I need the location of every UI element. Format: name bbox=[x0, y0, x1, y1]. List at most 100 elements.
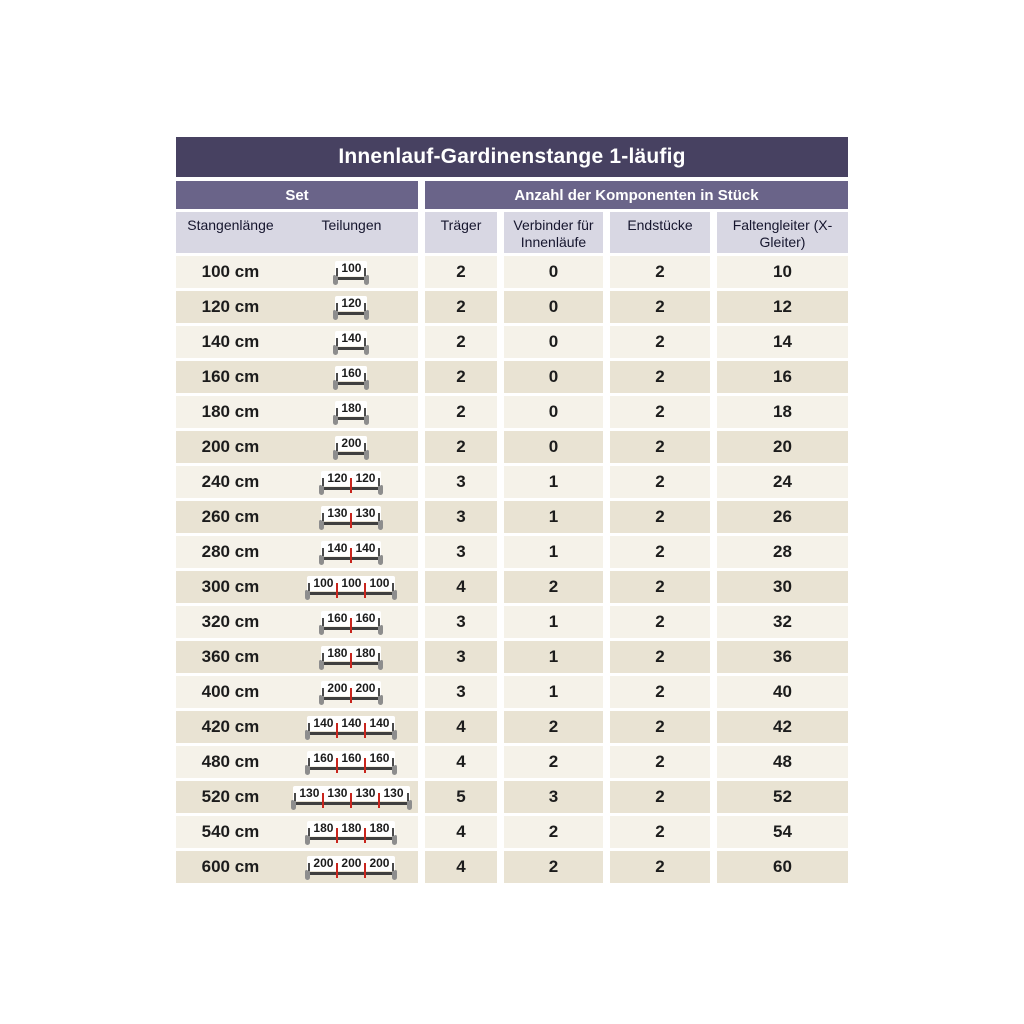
endstuecke-count: 2 bbox=[610, 361, 710, 393]
verbinder-count: 2 bbox=[504, 711, 603, 743]
faltengleiter-count: 10 bbox=[717, 256, 848, 288]
rod-division-diagram-slot: 180 180 bbox=[285, 645, 418, 670]
segment-length: 160 bbox=[369, 750, 390, 765]
rod-line bbox=[333, 309, 370, 320]
faltengleiter-count: 36 bbox=[717, 641, 848, 673]
rod-division-diagram: 160 bbox=[333, 365, 370, 390]
faltengleiter-count: 32 bbox=[717, 606, 848, 638]
segment-labels: 160 160 bbox=[321, 610, 382, 633]
group-header-set: Set bbox=[176, 181, 418, 209]
end-tick-icon bbox=[294, 792, 297, 801]
rod-division-diagram-slot: 200 200 bbox=[285, 680, 418, 705]
faltengleiter-count: 12 bbox=[717, 291, 848, 323]
endstuecke-count: 2 bbox=[610, 326, 710, 358]
traeger-count: 5 bbox=[425, 781, 497, 813]
rod-length: 520 cm bbox=[201, 787, 260, 806]
end-tick-icon bbox=[336, 302, 339, 311]
set-cell: 260 cm 130 130 bbox=[176, 501, 418, 533]
set-cell: 300 cm 100 100 100 bbox=[176, 571, 418, 603]
traeger-count: 2 bbox=[425, 396, 497, 428]
verbinder-count: 2 bbox=[504, 851, 603, 883]
end-tick-icon bbox=[392, 862, 395, 871]
segment-labels: 140 bbox=[335, 330, 368, 346]
rod-division-diagram: 200 bbox=[333, 435, 370, 460]
faltengleiter-count: 24 bbox=[717, 466, 848, 498]
table-row: 240 cm 120 120 3 1 2 24 bbox=[176, 466, 848, 498]
rod-line bbox=[305, 834, 398, 845]
rod-end-post-icon bbox=[364, 414, 370, 425]
faltengleiter-count: 54 bbox=[717, 816, 848, 848]
table-row: 100 cm 100 2 0 2 10 bbox=[176, 256, 848, 288]
col-header-faltengleiter: Faltengleiter (X-Gleiter) bbox=[717, 212, 848, 253]
rod-line bbox=[333, 344, 370, 355]
verbinder-count: 0 bbox=[504, 291, 603, 323]
segment-length: 180 bbox=[369, 820, 390, 835]
endstuecke-count: 2 bbox=[610, 816, 710, 848]
segment-labels: 200 bbox=[335, 435, 368, 451]
rod-bar bbox=[335, 416, 368, 420]
rod-division-diagram: 140 140 140 bbox=[305, 715, 398, 740]
set-cell: 140 cm 140 bbox=[176, 326, 418, 358]
traeger-count: 3 bbox=[425, 536, 497, 568]
table-row: 360 cm 180 180 3 1 2 36 bbox=[176, 641, 848, 673]
segment-length: 200 bbox=[341, 435, 362, 450]
rod-line bbox=[305, 764, 398, 775]
endstuecke-count: 2 bbox=[610, 466, 710, 498]
segment-labels: 130 130 130 130 bbox=[293, 785, 410, 808]
set-cell: 540 cm 180 180 180 bbox=[176, 816, 418, 848]
table-body: 100 cm 100 2 0 2 10 120 cm 120 2 0 2 12 … bbox=[176, 256, 848, 883]
rod-end-post-icon bbox=[333, 309, 339, 320]
faltengleiter-count: 52 bbox=[717, 781, 848, 813]
rod-end-post-icon bbox=[319, 484, 325, 495]
end-tick-icon bbox=[378, 547, 381, 556]
segment-length: 140 bbox=[341, 330, 362, 345]
connector-tick-icon bbox=[336, 862, 339, 878]
rod-division-diagram-slot: 140 140 bbox=[285, 540, 418, 565]
rod-line bbox=[333, 449, 370, 460]
segment-length: 140 bbox=[313, 715, 334, 730]
rod-line bbox=[333, 274, 370, 285]
rod-end-post-icon bbox=[378, 554, 384, 565]
end-tick-icon bbox=[322, 547, 325, 556]
table-row: 120 cm 120 2 0 2 12 bbox=[176, 291, 848, 323]
group-header-components: Anzahl der Komponenten in Stück bbox=[425, 181, 848, 209]
rod-end-post-icon bbox=[392, 589, 398, 600]
segment-labels: 200 200 200 bbox=[307, 855, 396, 878]
table-row: 300 cm 100 100 100 4 2 2 30 bbox=[176, 571, 848, 603]
segment-length: 120 bbox=[341, 295, 362, 310]
rod-bar bbox=[307, 766, 396, 770]
spec-table: Innenlauf-Gardinenstange 1-läufig Set An… bbox=[176, 137, 848, 883]
end-tick-icon bbox=[378, 512, 381, 521]
segment-length: 140 bbox=[327, 540, 348, 555]
end-tick-icon bbox=[308, 582, 311, 591]
set-cell: 360 cm 180 180 bbox=[176, 641, 418, 673]
col-header-traeger: Träger bbox=[425, 212, 497, 253]
end-tick-icon bbox=[322, 617, 325, 626]
connector-tick-icon bbox=[364, 722, 367, 738]
rod-length: 260 cm bbox=[201, 507, 260, 526]
rod-length: 200 cm bbox=[201, 437, 260, 456]
rod-end-post-icon bbox=[319, 554, 325, 565]
rod-end-post-icon bbox=[291, 799, 297, 810]
rod-end-post-icon bbox=[406, 799, 412, 810]
rod-division-diagram-slot: 160 bbox=[285, 365, 418, 390]
segment-length: 140 bbox=[355, 540, 376, 555]
end-tick-icon bbox=[308, 827, 311, 836]
rod-length: 480 cm bbox=[201, 752, 260, 771]
segment-length: 200 bbox=[355, 680, 376, 695]
connector-tick-icon bbox=[364, 827, 367, 843]
verbinder-count: 1 bbox=[504, 536, 603, 568]
rod-length: 140 cm bbox=[201, 332, 260, 351]
end-tick-icon bbox=[364, 372, 367, 381]
segment-labels: 100 100 100 bbox=[307, 575, 396, 598]
traeger-count: 3 bbox=[425, 466, 497, 498]
segment-labels: 180 180 bbox=[321, 645, 382, 668]
end-tick-icon bbox=[364, 407, 367, 416]
rod-division-diagram: 180 180 bbox=[319, 645, 384, 670]
rod-division-diagram-slot: 160 160 bbox=[285, 610, 418, 635]
connector-tick-icon bbox=[336, 827, 339, 843]
rod-division-diagram: 160 160 bbox=[319, 610, 384, 635]
verbinder-count: 0 bbox=[504, 326, 603, 358]
traeger-count: 2 bbox=[425, 431, 497, 463]
rod-length: 240 cm bbox=[201, 472, 260, 491]
